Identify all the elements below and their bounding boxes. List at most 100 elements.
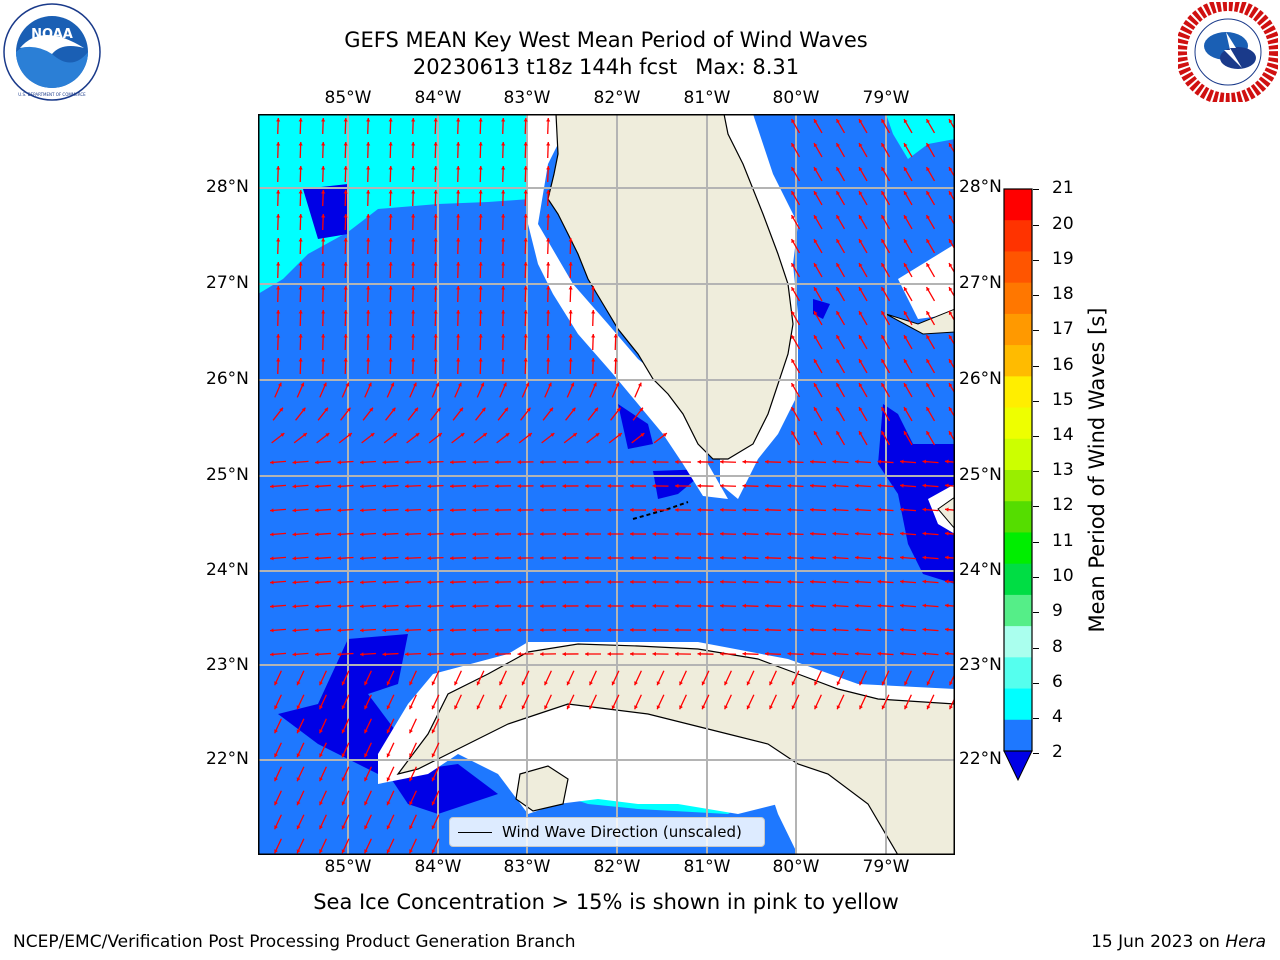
- wave-direction-arrowhead: [321, 190, 326, 194]
- wave-direction-arrowhead: [292, 460, 297, 465]
- colorbar-tick: [1033, 506, 1039, 507]
- wave-direction-arrowhead: [836, 681, 841, 686]
- wave-direction-arrowhead: [337, 580, 342, 585]
- wave-direction-arrowhead: [926, 431, 930, 436]
- wave-direction-arrowhead: [589, 681, 593, 686]
- lon-label-bottom: 84°W: [414, 857, 462, 877]
- wave-direction-arrowhead: [292, 652, 297, 657]
- wave-direction-arrowhead: [366, 238, 371, 242]
- wave-direction-arrowhead: [540, 556, 544, 561]
- wave-direction-arrowhead: [412, 382, 417, 387]
- wave-direction-arrowhead: [585, 555, 589, 561]
- wave-direction-arrowhead: [343, 358, 348, 362]
- wave-direction-arrowhead: [505, 433, 510, 437]
- wave-direction-arrowhead: [433, 190, 438, 194]
- period-4-6-region: [886, 114, 955, 159]
- wave-direction-arrowhead: [409, 705, 413, 710]
- wave-direction-arrowhead: [926, 383, 930, 388]
- wave-direction-arrowhead: [855, 483, 859, 488]
- wave-direction-arrowhead: [517, 604, 521, 609]
- wave-direction-arrowhead: [298, 334, 303, 338]
- wave-direction-arrowhead: [858, 431, 863, 436]
- wave-direction-arrowhead: [315, 460, 319, 465]
- wave-direction-arrowhead: [478, 310, 483, 314]
- wave-direction-arrowhead: [366, 334, 371, 338]
- wave-direction-arrowhead: [343, 214, 348, 218]
- colorbar-tick-label: 20: [1052, 214, 1074, 234]
- colorbar-tick: [1033, 577, 1039, 578]
- wave-direction-arrowhead: [697, 579, 701, 584]
- wave-direction-arrowhead: [836, 215, 840, 220]
- colorbar-tick-label: 18: [1052, 284, 1074, 304]
- colorbar-band: [1004, 501, 1032, 533]
- wave-direction-arrowhead: [836, 383, 840, 388]
- wave-direction-arrowhead: [562, 627, 566, 633]
- wave-direction-arrowhead: [613, 358, 618, 362]
- wave-direction-arrowhead: [813, 215, 818, 220]
- forecast-label: 20230613 t18z 144h fcst: [412, 55, 678, 79]
- wave-direction-arrowhead: [433, 214, 438, 218]
- wave-direction-arrowhead: [409, 801, 413, 806]
- lon-label-top: 83°W: [503, 88, 551, 108]
- credit-line: NCEP/EMC/Verification Post Processing Pr…: [13, 932, 576, 952]
- wave-direction-arrowhead: [652, 579, 656, 584]
- bahamas-land: [885, 308, 955, 335]
- wave-direction-arrowhead: [276, 310, 281, 314]
- wave-direction-arrowhead: [315, 604, 319, 609]
- wave-direction-arrowhead: [630, 651, 634, 657]
- wave-direction-arrowhead: [481, 407, 486, 412]
- wave-direction-arrowhead: [858, 383, 863, 388]
- wave-direction-arrowhead: [904, 681, 908, 686]
- wave-direction-arrowhead: [523, 310, 528, 314]
- wave-direction-arrowhead: [652, 555, 656, 560]
- wave-direction-arrowhead: [922, 483, 927, 488]
- wave-direction-arrowhead: [341, 753, 346, 758]
- wave-direction-arrowhead: [347, 433, 352, 437]
- wave-direction-arrowhead: [364, 849, 368, 854]
- wave-direction-arrowhead: [877, 507, 882, 512]
- wave-direction-arrowhead: [720, 531, 724, 536]
- wave-direction-arrowhead: [296, 825, 301, 830]
- wave-direction-arrowhead: [877, 603, 882, 608]
- wave-direction-arrowhead: [570, 382, 575, 387]
- wave-direction-arrowhead: [746, 705, 751, 710]
- wave-direction-arrowhead: [298, 310, 303, 314]
- wave-direction-arrowhead: [630, 579, 634, 585]
- wave-direction-arrowhead: [386, 777, 391, 782]
- wave-direction-arrowhead: [386, 825, 391, 830]
- wave-direction-arrowhead: [697, 555, 701, 560]
- wave-direction-arrowhead: [501, 310, 506, 314]
- wave-direction-arrowhead: [431, 825, 436, 830]
- wave-direction-arrowhead: [300, 382, 305, 387]
- wave-direction-arrowhead: [926, 167, 930, 172]
- wave-direction-arrowhead: [364, 801, 368, 806]
- wave-direction-arrowhead: [630, 555, 634, 561]
- wave-direction-arrowhead: [319, 849, 323, 854]
- wave-direction-arrowhead: [388, 142, 393, 146]
- map-subtitle: 20230613 t18z 144h fcst Max: 8.31: [256, 54, 956, 80]
- wave-direction-arrowhead: [433, 262, 438, 266]
- wave-direction-arrowhead: [813, 383, 818, 388]
- wave-direction-arrowhead: [302, 433, 307, 437]
- lat-label-left: 22°N: [206, 749, 249, 769]
- wave-direction-arrowhead: [720, 603, 724, 608]
- wave-direction-arrowhead: [366, 214, 371, 218]
- wave-direction-arrowhead: [456, 358, 461, 362]
- wave-direction-arrowhead: [521, 681, 526, 686]
- wave-direction-arrowhead: [903, 407, 908, 412]
- wave-direction-arrowhead: [364, 753, 368, 758]
- wave-direction-arrowhead: [810, 579, 814, 584]
- wave-direction-arrowhead: [370, 433, 375, 437]
- wave-direction-arrowhead: [697, 459, 701, 464]
- wave-direction-arrowhead: [652, 651, 656, 656]
- lat-label-left: 28°N: [206, 177, 249, 197]
- wave-direction-arrowhead: [391, 407, 396, 412]
- wave-direction-arrowhead: [566, 705, 571, 710]
- wave-direction-arrowhead: [450, 628, 454, 633]
- wave-direction-arrowhead: [427, 580, 432, 585]
- wave-direction-arrowhead: [859, 681, 863, 686]
- machine-name: Hera: [1225, 932, 1266, 952]
- wave-direction-arrowhead: [270, 484, 274, 489]
- wave-direction-arrowhead: [382, 556, 387, 561]
- wave-direction-arrowhead: [546, 358, 551, 362]
